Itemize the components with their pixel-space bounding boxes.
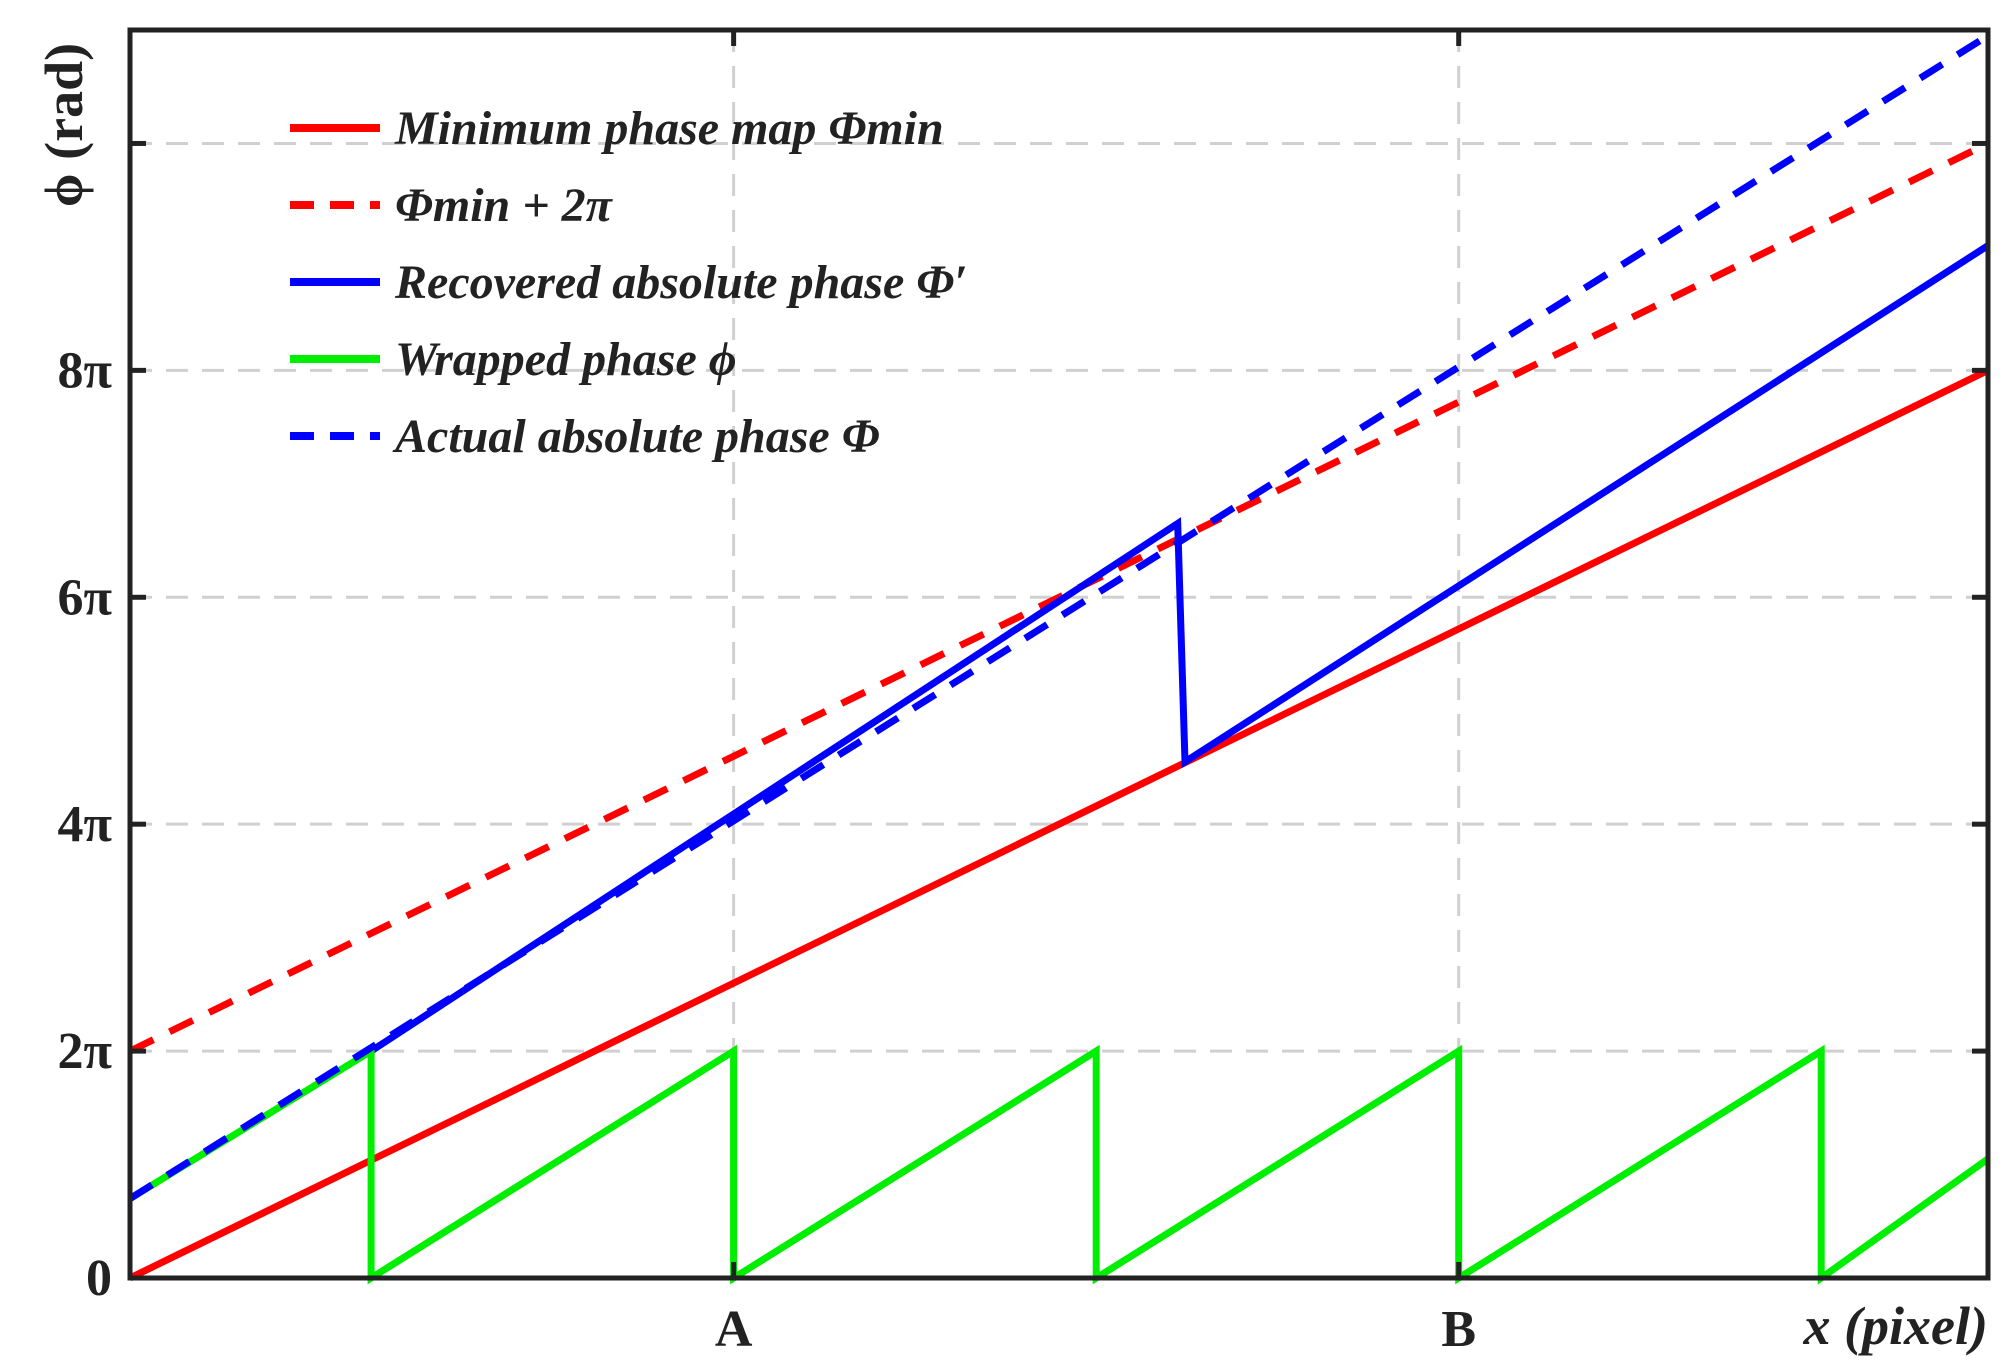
y-tick-label: 2π bbox=[58, 1023, 113, 1080]
legend-label: Minimum phase map Φmin bbox=[394, 102, 944, 155]
x-tick-label: B bbox=[1441, 1301, 1476, 1358]
series-line bbox=[369, 242, 1990, 1055]
y-tick-label: 0 bbox=[86, 1250, 112, 1307]
x-axis-title: x (pixel) bbox=[1803, 1296, 1988, 1356]
axis-ticks: 0 2π 4π 6π 8π A B bbox=[58, 30, 1988, 1358]
y-tick-label: 8π bbox=[58, 342, 113, 399]
series-lines bbox=[128, 32, 1991, 1285]
legend-label: Actual absolute phase Φ bbox=[392, 410, 880, 463]
legend: Minimum phase map Φmin Φmin + 2π Recovered… bbox=[290, 102, 968, 463]
legend-label: Φmin + 2π bbox=[395, 179, 614, 232]
series-line bbox=[128, 32, 1990, 1202]
grid-lines bbox=[130, 30, 1988, 1278]
y-tick-label: 6π bbox=[58, 569, 113, 626]
series-line bbox=[128, 1044, 1991, 1285]
plot-frame bbox=[127, 27, 1991, 1281]
y-axis-title: ϕ (rad) bbox=[34, 43, 94, 207]
legend-label: Recovered absolute phase Φ′ bbox=[394, 256, 968, 309]
legend-label: Wrapped phase ϕ bbox=[395, 333, 737, 386]
y-tick-label: 4π bbox=[58, 796, 113, 853]
series-line bbox=[128, 367, 1990, 1282]
x-tick-label: A bbox=[715, 1301, 753, 1358]
